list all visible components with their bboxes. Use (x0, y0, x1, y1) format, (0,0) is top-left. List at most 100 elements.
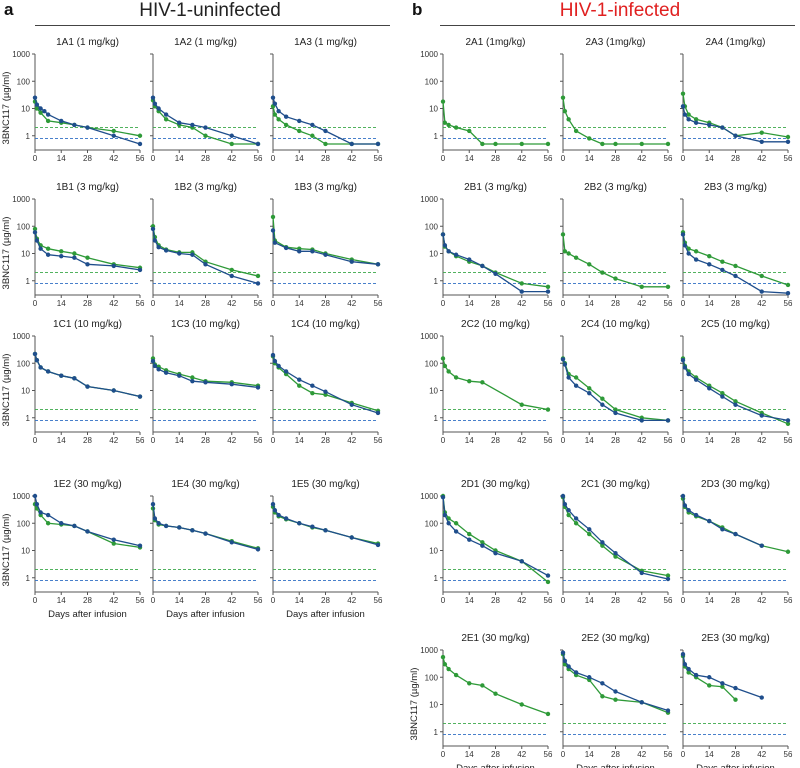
x-tick-label: 56 (664, 750, 673, 759)
y-tick-label: 100 (17, 359, 31, 368)
blue-data-point (573, 516, 579, 521)
green-data-point (693, 249, 699, 254)
blue-data-point (573, 670, 579, 675)
x-tick-label: 28 (731, 750, 740, 759)
green-series-line (442, 358, 549, 411)
green-data-point (707, 683, 712, 688)
x-tick-label: 56 (544, 154, 553, 163)
x-tick-label: 14 (175, 299, 184, 308)
green-data-point (446, 666, 451, 672)
blue-data-point (682, 243, 688, 248)
x-tick-label: 14 (585, 154, 594, 163)
blue-data-point (272, 508, 278, 513)
x-tick-label: 28 (321, 596, 330, 605)
y-tick-label: 100 (17, 77, 31, 86)
green-data-point (467, 531, 472, 537)
blue-data-point (152, 516, 158, 521)
blue-data-point (152, 101, 158, 106)
green-data-point (573, 255, 579, 260)
x-axis-label: Days after infusion (166, 609, 245, 620)
blue-data-point (375, 262, 381, 267)
green-data-point (587, 262, 592, 267)
x-tick-label: 14 (57, 596, 66, 605)
blue-data-point (177, 373, 182, 378)
blue-data-point (453, 252, 459, 257)
blue-data-point (323, 252, 328, 257)
blue-data-point (283, 245, 289, 251)
green-series-line (272, 506, 379, 545)
blue-data-point (190, 528, 195, 533)
blue-data-point (562, 362, 568, 367)
blue-data-point (34, 502, 40, 507)
subplot-title: 1A3 (1 mg/kg) (294, 37, 357, 48)
blue-data-point (707, 518, 712, 524)
blue-data-point (255, 141, 261, 147)
blue-data-point (442, 243, 448, 248)
x-tick-label: 42 (109, 596, 118, 605)
green-data-point (560, 232, 566, 237)
x-tick-label: 0 (33, 154, 38, 163)
blue-data-point (59, 373, 64, 378)
x-tick-label: 42 (347, 596, 356, 605)
green-data-point (613, 141, 618, 147)
green-data-point (665, 573, 671, 578)
x-tick-label: 56 (664, 436, 673, 445)
blue-data-point (156, 245, 161, 250)
subplot-title: 1C3 (10 mg/kg) (171, 319, 240, 330)
x-tick-label: 0 (441, 750, 446, 759)
y-tick-label: 1000 (420, 195, 438, 204)
blue-data-point (759, 695, 764, 700)
x-tick-label: 42 (517, 436, 526, 445)
subplot-title: 2D1 (30 mg/kg) (461, 479, 530, 490)
subplot-2B2: 2B2 (3 mg/kg) 0 14 28 42 56 (560, 182, 673, 308)
blue-data-point (686, 251, 691, 256)
blue-data-point (72, 523, 77, 529)
subplot-title: 2C1 (30 mg/kg) (581, 479, 650, 490)
subplot-title: 1C4 (10 mg/kg) (291, 319, 360, 330)
blue-data-point (156, 521, 161, 526)
blue-data-point (693, 120, 699, 125)
y-tick-label: 100 (425, 519, 439, 528)
x-tick-label: 14 (465, 596, 474, 605)
x-tick-label: 28 (611, 596, 620, 605)
blue-data-point (163, 248, 169, 253)
green-data-point (480, 380, 485, 385)
green-data-point (545, 711, 551, 717)
green-data-point (272, 112, 278, 117)
blue-data-point (297, 118, 302, 124)
green-series-line (562, 654, 669, 714)
blue-data-point (323, 389, 328, 394)
blue-data-point (111, 537, 116, 542)
green-data-point (440, 356, 446, 361)
x-tick-label: 28 (491, 154, 500, 163)
x-tick-label: 0 (271, 436, 276, 445)
blue-data-point (255, 547, 261, 552)
green-series-line (682, 498, 789, 553)
blue-data-point (682, 112, 688, 117)
blue-data-point (111, 263, 116, 269)
blue-data-point (272, 101, 278, 106)
green-data-point (453, 375, 459, 380)
blue-series-line (272, 97, 378, 145)
y-tick-label: 1000 (12, 332, 30, 341)
y-tick-label: 1000 (12, 50, 30, 59)
subplot-1C4: 1C4 (10 mg/kg) 0 14 28 42 56 (270, 319, 383, 445)
green-data-point (785, 549, 791, 554)
green-data-point (442, 363, 448, 369)
subplot-1C3: 1C3 (10 mg/kg) 0 14 28 42 56 (150, 319, 263, 445)
y-tick-label: 1 (26, 277, 31, 286)
green-data-point (283, 122, 289, 128)
y-tick-label: 100 (17, 519, 31, 528)
green-data-point (720, 684, 725, 689)
panel-b-title: HIV-1-infected (559, 0, 681, 21)
subplot-2D1: 2D1 (30 mg/kg) 1 10 100 1000 0 14 28 42 56 (420, 479, 553, 605)
x-tick-label: 42 (757, 436, 766, 445)
blue-data-point (229, 133, 234, 138)
green-data-point (137, 133, 143, 138)
x-tick-label: 28 (611, 750, 620, 759)
blue-data-point (680, 232, 686, 237)
x-tick-label: 14 (295, 596, 304, 605)
x-tick-label: 28 (491, 750, 500, 759)
green-data-point (680, 91, 686, 96)
green-data-point (545, 141, 551, 147)
